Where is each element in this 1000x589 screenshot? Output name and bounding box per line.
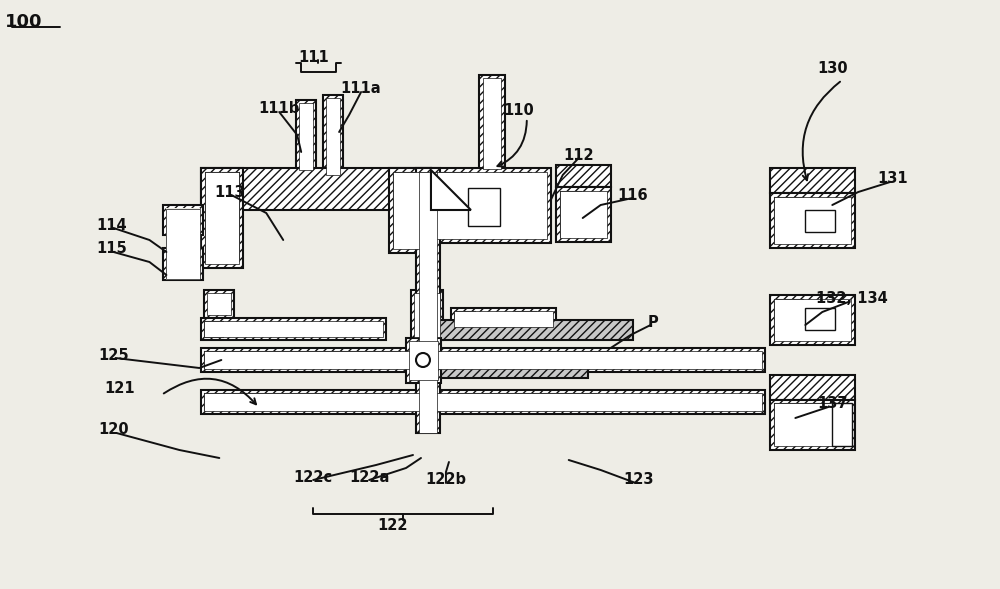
Bar xyxy=(556,187,611,242)
Text: 113: 113 xyxy=(214,184,245,200)
Bar xyxy=(479,75,505,170)
Text: 111a: 111a xyxy=(341,81,381,95)
Bar xyxy=(299,103,313,170)
Bar xyxy=(436,173,466,238)
Bar xyxy=(770,295,855,345)
Bar xyxy=(419,172,437,433)
Text: 111b: 111b xyxy=(259,101,300,115)
Bar xyxy=(201,168,431,210)
Bar xyxy=(163,248,203,280)
Bar xyxy=(774,197,851,244)
Bar xyxy=(584,205,604,230)
Bar xyxy=(205,322,223,337)
Text: 110: 110 xyxy=(503,102,534,117)
Bar xyxy=(770,400,855,450)
Text: 115: 115 xyxy=(96,240,127,256)
Text: 100: 100 xyxy=(5,13,42,31)
Bar xyxy=(805,308,835,330)
Bar xyxy=(204,290,234,318)
Text: 125: 125 xyxy=(98,348,129,362)
Bar xyxy=(438,358,588,378)
Polygon shape xyxy=(431,170,471,210)
Text: 121: 121 xyxy=(104,380,135,395)
Text: P: P xyxy=(647,315,658,329)
Bar xyxy=(163,205,203,235)
Text: 122a: 122a xyxy=(349,469,389,485)
Bar xyxy=(556,165,611,187)
Bar xyxy=(389,168,431,253)
Bar xyxy=(806,309,834,329)
Bar xyxy=(414,293,440,337)
Text: 111: 111 xyxy=(299,49,330,65)
Bar xyxy=(468,188,500,226)
Bar xyxy=(204,351,762,369)
Text: 114: 114 xyxy=(96,217,127,233)
Bar xyxy=(205,352,400,368)
Text: 122: 122 xyxy=(378,518,408,532)
Bar xyxy=(774,299,851,341)
Bar xyxy=(560,191,607,238)
Bar xyxy=(435,172,547,239)
Bar xyxy=(455,312,475,327)
Bar xyxy=(296,100,316,170)
Bar xyxy=(805,210,835,232)
Text: 112: 112 xyxy=(563,147,594,163)
Bar xyxy=(775,198,803,243)
Bar xyxy=(416,168,440,433)
Bar xyxy=(201,318,386,340)
Bar xyxy=(770,168,855,193)
Bar xyxy=(201,168,243,268)
Bar xyxy=(451,394,596,410)
Text: 131: 131 xyxy=(877,170,907,186)
Text: 123: 123 xyxy=(623,472,654,488)
Bar xyxy=(411,290,443,340)
Bar xyxy=(431,168,551,243)
Bar xyxy=(204,393,762,411)
Bar xyxy=(584,206,602,229)
Bar xyxy=(806,211,834,231)
Bar xyxy=(483,78,501,169)
Bar xyxy=(775,300,803,340)
Bar xyxy=(223,173,239,261)
Text: 130: 130 xyxy=(817,61,848,75)
Circle shape xyxy=(416,353,430,367)
Bar xyxy=(516,312,536,327)
Bar xyxy=(501,173,531,238)
Bar xyxy=(409,341,438,380)
Bar xyxy=(454,311,553,327)
Bar xyxy=(204,321,383,337)
Bar xyxy=(770,375,855,400)
Text: 137: 137 xyxy=(817,395,848,411)
Bar xyxy=(166,209,200,279)
Bar xyxy=(323,95,343,175)
Bar xyxy=(451,352,621,368)
Bar xyxy=(394,173,408,246)
Text: 122b: 122b xyxy=(425,472,466,488)
Bar xyxy=(207,293,231,315)
Bar xyxy=(166,208,200,280)
Bar xyxy=(438,320,633,340)
Bar xyxy=(201,390,765,414)
Text: 132, 134: 132, 134 xyxy=(816,290,888,306)
Bar xyxy=(770,193,855,248)
Bar xyxy=(205,394,400,410)
Bar xyxy=(832,403,852,446)
Bar xyxy=(561,192,581,237)
Text: 116: 116 xyxy=(617,187,648,203)
Bar xyxy=(451,308,556,330)
Bar xyxy=(205,172,239,264)
Bar xyxy=(774,403,851,446)
Bar xyxy=(393,172,427,249)
Bar xyxy=(775,404,830,444)
Bar xyxy=(326,98,340,175)
Text: 120: 120 xyxy=(98,422,129,438)
Bar xyxy=(201,348,765,372)
Text: 122c: 122c xyxy=(294,469,333,485)
Bar xyxy=(410,173,426,246)
Bar xyxy=(206,173,220,261)
Bar xyxy=(406,338,441,383)
